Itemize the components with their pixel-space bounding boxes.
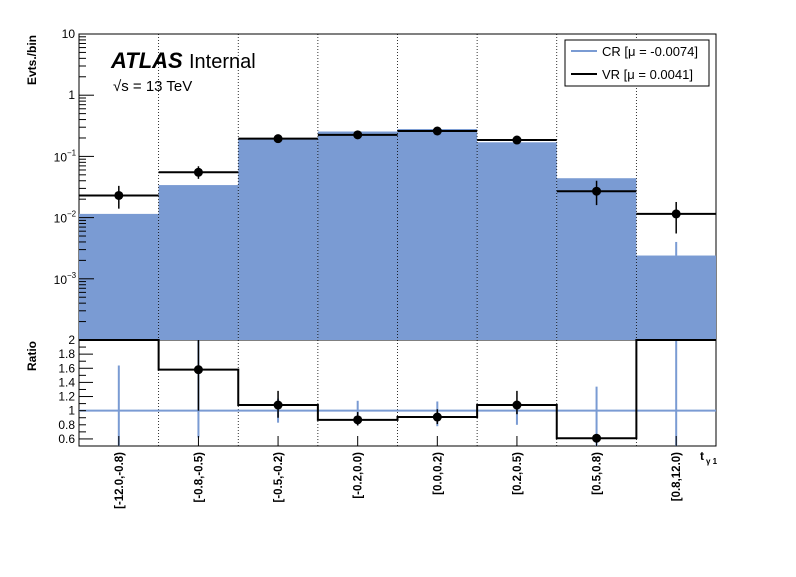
cr-bar — [477, 142, 557, 340]
y-tick-label: 10 — [62, 27, 76, 41]
ratio-step-line — [79, 339, 716, 440]
legend-box — [564, 39, 710, 87]
ratio-y-axis: 0.60.811.21.41.61.82 — [58, 333, 93, 446]
main-vertical-grid — [158, 34, 637, 340]
vr-point — [273, 134, 283, 144]
vr-point — [114, 190, 124, 200]
y-tick-exponent: −1 — [67, 148, 77, 157]
x-tick-label: [-0.2,0.0) — [353, 452, 365, 499]
atlas-label: ATLAS — [110, 48, 183, 73]
vr-series — [79, 126, 716, 234]
x-tick-label: [-0.8,-0.5) — [193, 452, 205, 503]
cr-bar — [556, 178, 637, 340]
x-tick-label: [0.5,0.8) — [592, 452, 604, 495]
ratio-y-tick-label: 0.8 — [58, 418, 75, 432]
ratio-y-axis-title: Ratio — [25, 341, 39, 371]
ratio-y-tick-label: 2 — [68, 333, 75, 347]
x-axis-title-sub: γ 1 — [706, 457, 718, 466]
x-tick-label: [-12.0,-0.8) — [114, 452, 126, 509]
cr-bar — [158, 185, 239, 340]
ratio-y-tick-label: 1.2 — [58, 390, 75, 404]
ratio-y-tick-label: 1 — [68, 404, 75, 418]
vr-point — [592, 186, 602, 196]
cr-bar — [238, 139, 318, 340]
ratio-point — [432, 412, 442, 422]
cr-bar — [317, 131, 398, 340]
vr-point — [193, 167, 203, 177]
legend-vr-label: VR [μ = 0.0041] — [602, 67, 693, 82]
ratio-point — [512, 400, 522, 410]
x-tick-label: [0.2,0.5) — [512, 452, 524, 495]
y-tick-label: 10 — [54, 150, 68, 164]
ratio-y-tick-label: 1.8 — [58, 347, 75, 361]
y-tick-label: 10 — [54, 212, 68, 226]
vr-point — [432, 126, 442, 136]
atlas-status-label: Internal — [189, 51, 256, 73]
vr-point — [353, 130, 363, 140]
legend: CR [μ = -0.0074] VR [μ = 0.0041] — [564, 39, 710, 87]
vr-point — [512, 135, 522, 145]
x-axis-title-main: t — [700, 449, 704, 463]
ratio-y-tick-label: 0.6 — [58, 432, 75, 446]
ratio-point — [193, 365, 203, 375]
y-tick-exponent: −3 — [67, 271, 77, 280]
x-tick-label: [-0.5,-0.2) — [273, 452, 285, 503]
y-tick-label: 10 — [54, 273, 68, 287]
y-axis-title: Evts./bin — [25, 35, 39, 85]
ratio-y-tick-label: 1.6 — [58, 361, 75, 375]
y-tick-label: 1 — [68, 88, 75, 102]
x-axis: [-12.0,-0.8) [-0.8,-0.5) [-0.5,-0.2) [-0.2,… — [114, 436, 683, 509]
ratio-point — [353, 415, 363, 425]
cr-bar — [397, 129, 478, 340]
main-histogram — [79, 129, 716, 340]
ratio-vertical-grid — [158, 340, 637, 446]
vr-point — [671, 209, 681, 219]
cr-bar — [636, 255, 716, 340]
legend-cr-label: CR [μ = -0.0074] — [602, 44, 698, 59]
ratio-point — [273, 400, 283, 410]
ratio-y-tick-label: 1.4 — [58, 375, 75, 389]
y-tick-exponent: −2 — [67, 210, 77, 219]
x-tick-label: [0.8,12.0) — [671, 452, 683, 501]
x-tick-label: [0.0,0.2) — [432, 452, 444, 495]
cr-bar — [79, 213, 159, 340]
energy-label: √s = 13 TeV — [113, 78, 192, 95]
